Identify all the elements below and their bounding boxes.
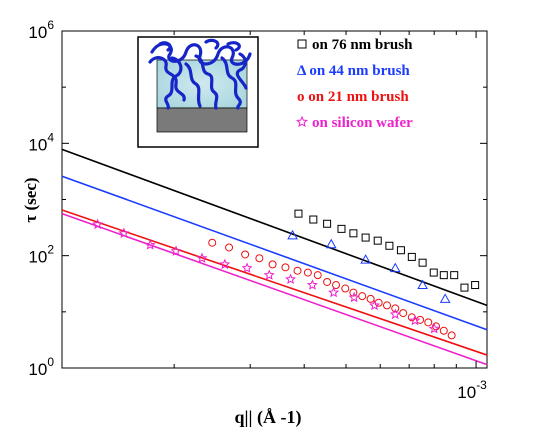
- data-point-s3: [341, 284, 350, 293]
- data-point-s2: [439, 293, 451, 303]
- y-tick-label: 106: [28, 18, 54, 42]
- data-point-s1: [309, 215, 318, 224]
- data-point-s1: [396, 246, 405, 255]
- data-point-s3: [208, 238, 217, 247]
- data-point-s3: [366, 294, 375, 303]
- data-point-s4: [389, 308, 401, 320]
- data-point-s1: [294, 209, 303, 218]
- data-point-s4: [369, 299, 381, 311]
- axis-ticks: [62, 30, 487, 369]
- fit-line-4: [61, 212, 488, 366]
- data-point-s3: [268, 260, 277, 269]
- data-point-s4: [219, 258, 231, 270]
- data-point-s4: [196, 252, 208, 263]
- legend-label-2: Δ on 44 nm brush: [297, 63, 410, 79]
- y-tick-label: 102: [28, 243, 54, 267]
- data-point-s3: [349, 288, 358, 297]
- data-point-s2: [325, 238, 337, 249]
- legend-marker-1: [297, 39, 307, 49]
- data-point-s3: [374, 298, 383, 307]
- data-point-s4: [348, 291, 360, 303]
- x-axis-label: q|| (Å -1): [235, 407, 302, 428]
- data-point-s3: [382, 301, 391, 310]
- data-point-s2: [287, 229, 298, 240]
- data-point-s4: [306, 279, 318, 290]
- data-point-s3: [447, 331, 456, 340]
- y-tick-label: 104: [28, 130, 54, 154]
- data-point-s1: [385, 241, 394, 250]
- data-point-s4: [428, 322, 440, 334]
- data-point-s4: [285, 273, 297, 284]
- legend: on 76 nm brush Δ on 44 nm brush o on 21 nm…: [296, 37, 413, 131]
- fit-lines: [61, 148, 488, 366]
- brush-schematic-inset: [137, 36, 259, 148]
- data-point-s2: [360, 254, 371, 264]
- data-point-s4: [409, 314, 421, 326]
- data-point-s1: [407, 252, 416, 261]
- data-point-s3: [391, 304, 400, 313]
- data-point-s3: [303, 268, 312, 277]
- data-point-s1: [337, 224, 346, 233]
- data-point-s3: [281, 263, 290, 272]
- data-point-s3: [332, 281, 341, 290]
- data-point-s4: [328, 286, 340, 298]
- x-tick-labels: 10-3: [457, 378, 487, 402]
- data-point-s3: [424, 318, 433, 327]
- data-point-s3: [323, 277, 332, 286]
- data-point-s1: [361, 233, 370, 242]
- data-point-s3: [399, 309, 408, 318]
- legend-label-3: o on 21 nm brush: [297, 89, 409, 105]
- data-point-s2: [389, 262, 401, 273]
- data-point-s3: [241, 250, 250, 259]
- polymer-chains: [148, 38, 252, 110]
- data-point-s4: [118, 227, 130, 239]
- data-point-s3: [255, 254, 264, 263]
- data-point-s1: [471, 281, 480, 290]
- fit-line-1: [61, 148, 488, 307]
- legend-marker-4: [296, 115, 308, 128]
- data-point-s1: [323, 219, 332, 228]
- data-point-s4: [263, 269, 275, 280]
- data-point-s1: [460, 283, 469, 292]
- y-axis-label: τ (sec): [21, 177, 40, 222]
- data-point-s3: [293, 266, 302, 275]
- substrate-layer: [156, 107, 248, 133]
- data-point-s4: [170, 245, 182, 256]
- data-point-s1: [439, 271, 448, 280]
- legend-label-4: on silicon wafer: [312, 115, 413, 131]
- y-tick-label: 100: [28, 355, 54, 379]
- fit-line-2: [61, 175, 488, 331]
- data-point-s4: [92, 218, 104, 230]
- fit-line-3: [61, 209, 488, 356]
- legend-label-1: on 76 nm brush: [312, 37, 413, 53]
- data-point-s1: [373, 236, 382, 245]
- data-point-s4: [144, 239, 156, 250]
- data-point-s3: [416, 315, 425, 324]
- data-point-s3: [439, 326, 448, 335]
- data-point-s1: [429, 268, 438, 277]
- data-point-s3: [313, 271, 322, 280]
- data-point-s4: [241, 262, 253, 273]
- data-point-s3: [358, 292, 367, 301]
- data-point-s2: [417, 279, 428, 290]
- data-point-s1: [450, 271, 459, 280]
- data-point-s3: [225, 243, 234, 252]
- x-tick-label: 10-3: [457, 378, 487, 402]
- data-point-s1: [418, 258, 427, 267]
- data-markers: [92, 209, 480, 340]
- data-point-s1: [349, 229, 358, 238]
